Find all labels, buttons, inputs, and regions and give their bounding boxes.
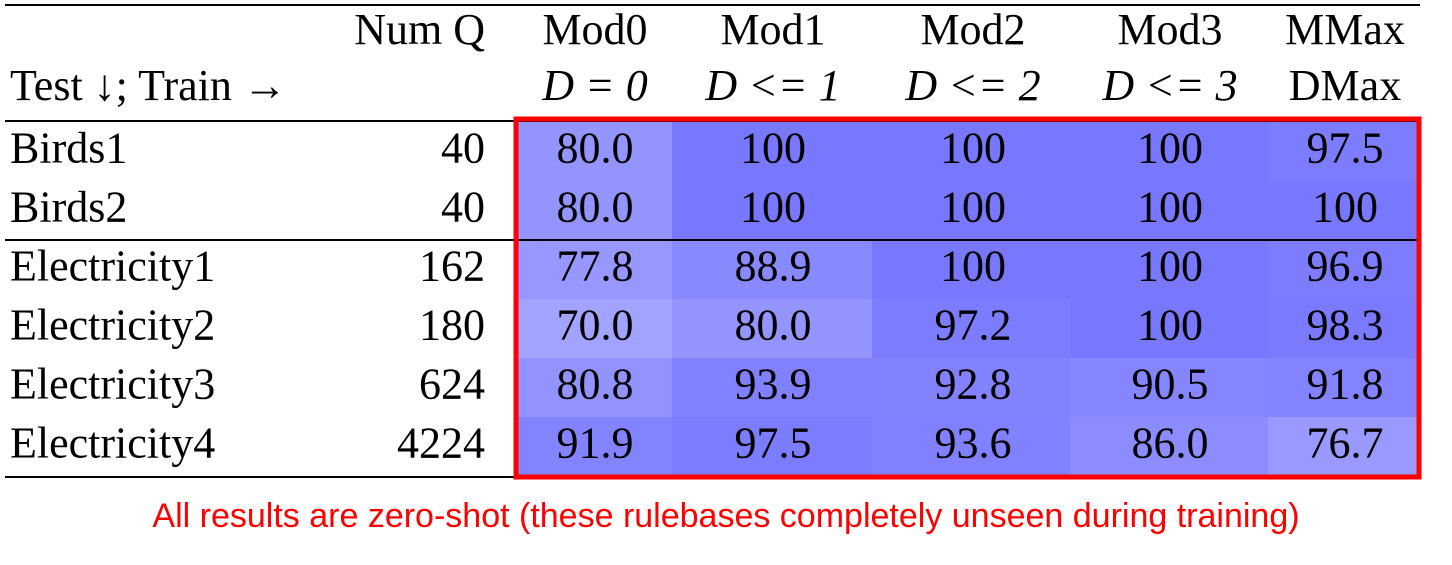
column-header: MMax — [1285, 5, 1405, 54]
heat-cell — [518, 299, 672, 359]
column-subheader: D <= 3 — [1101, 61, 1237, 110]
row-name: Electricity4 — [10, 419, 215, 468]
heat-cell — [1268, 417, 1418, 476]
row-name: Birds2 — [10, 183, 127, 232]
highlight-box — [513, 116, 1422, 480]
heat-cell — [1070, 181, 1268, 241]
heat-cells — [518, 122, 1418, 476]
score: 96.9 — [1307, 242, 1384, 291]
score: 91.9 — [557, 419, 634, 468]
score: 88.9 — [735, 242, 812, 291]
heat-cell — [1268, 358, 1418, 418]
column-header: Mod3 — [1117, 5, 1222, 54]
heat-cell — [1070, 358, 1268, 418]
score: 100 — [1137, 242, 1203, 291]
score: 80.0 — [557, 124, 634, 173]
column-subheader: D = 0 — [541, 61, 647, 110]
score: 98.3 — [1307, 301, 1384, 350]
score: 92.8 — [935, 360, 1012, 409]
score: 100 — [1137, 301, 1203, 350]
num-q: 624 — [419, 360, 485, 409]
heat-cell — [672, 181, 872, 241]
heat-cell — [518, 122, 672, 182]
num-q: 40 — [441, 124, 485, 173]
heat-cell — [518, 417, 672, 476]
score: 91.8 — [1307, 360, 1384, 409]
heat-cell — [1268, 122, 1418, 182]
row-name: Birds1 — [10, 124, 127, 173]
column-header: Mod2 — [920, 5, 1025, 54]
score: 93.6 — [935, 419, 1012, 468]
heat-cell — [872, 358, 1070, 418]
heat-cell — [872, 417, 1070, 476]
score: 76.7 — [1307, 419, 1384, 468]
score: 97.5 — [1307, 124, 1384, 173]
heat-cell — [1268, 181, 1418, 241]
score: 100 — [1137, 124, 1203, 173]
column-subheader: D <= 1 — [704, 61, 840, 110]
score: 90.5 — [1132, 360, 1209, 409]
num-q: 40 — [441, 183, 485, 232]
row-name: Electricity1 — [10, 242, 215, 291]
num-q: 4224 — [397, 419, 485, 468]
heat-cell — [872, 240, 1070, 300]
score: 100 — [740, 183, 806, 232]
heat-cell — [1070, 299, 1268, 359]
score: 100 — [940, 183, 1006, 232]
score: 80.0 — [557, 183, 634, 232]
heat-cell — [1070, 417, 1268, 476]
row-name: Electricity2 — [10, 301, 215, 350]
score: 97.5 — [735, 419, 812, 468]
num-q: 162 — [419, 242, 485, 291]
row-name: Electricity3 — [10, 360, 215, 409]
score: 100 — [940, 124, 1006, 173]
heat-cell — [672, 358, 872, 418]
heat-cell — [672, 417, 872, 476]
heat-cell — [518, 181, 672, 241]
column-header: Mod0 — [542, 5, 647, 54]
heat-cell — [872, 181, 1070, 241]
score: 80.8 — [557, 360, 634, 409]
score: 100 — [740, 124, 806, 173]
column-header: Mod1 — [720, 5, 825, 54]
score: 77.8 — [557, 242, 634, 291]
score: 97.2 — [935, 301, 1012, 350]
heat-cell — [1268, 240, 1418, 300]
heat-cell — [872, 122, 1070, 182]
column-subheader: D <= 2 — [904, 61, 1040, 110]
score: 86.0 — [1132, 419, 1209, 468]
score: 100 — [1312, 183, 1378, 232]
row-header-label: Test ↓; Train → — [10, 61, 287, 110]
column-header: Num Q — [354, 5, 485, 54]
score: 100 — [1137, 183, 1203, 232]
column-subheader: DMax — [1289, 61, 1401, 110]
heat-cell — [1268, 299, 1418, 359]
heat-cell — [672, 240, 872, 300]
heat-cell — [1070, 240, 1268, 300]
heat-cell — [672, 122, 872, 182]
heat-cell — [518, 240, 672, 300]
caption: All results are zero-shot (these rulebas… — [152, 497, 1299, 535]
num-q: 180 — [419, 301, 485, 350]
heat-cell — [518, 358, 672, 418]
score: 70.0 — [557, 301, 634, 350]
score: 80.0 — [735, 301, 812, 350]
heat-cell — [672, 299, 872, 359]
heat-cell — [872, 299, 1070, 359]
heat-cell — [1070, 122, 1268, 182]
score: 93.9 — [735, 360, 812, 409]
score: 100 — [940, 242, 1006, 291]
